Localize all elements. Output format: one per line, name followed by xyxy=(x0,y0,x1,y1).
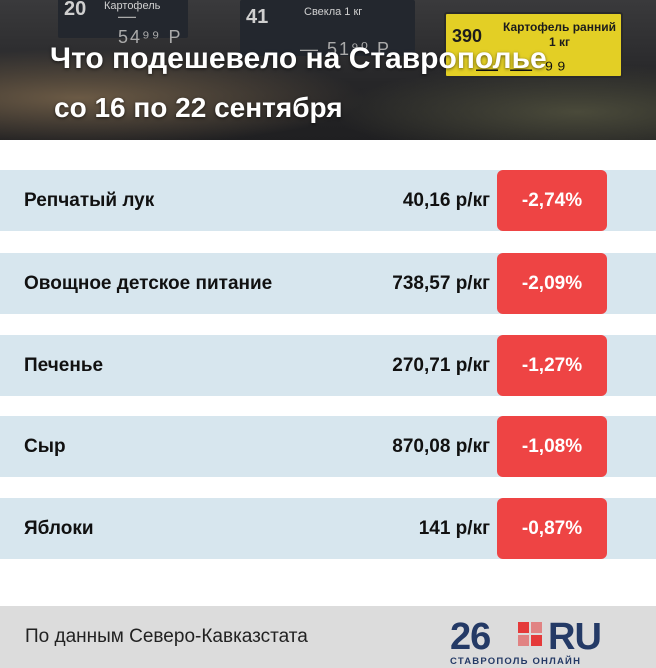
logo-tagline: СТАВРОПОЛЬ ОНЛАЙН xyxy=(450,656,582,667)
item-price: 141 р/кг xyxy=(418,518,490,539)
item-name: Печенье xyxy=(24,355,104,376)
price-tag-price: — 54⁹⁹ Р xyxy=(118,6,183,47)
change-badge: -1,08% xyxy=(497,416,607,477)
list-item: Репчатый лук 40,16 р/кг -2,74% xyxy=(0,170,656,231)
change-badge: -0,87% xyxy=(497,498,607,559)
item-name: Яблоки xyxy=(24,518,94,539)
list-item: Яблоки 141 р/кг -0,87% xyxy=(0,498,656,559)
item-price: 270,71 р/кг xyxy=(392,355,490,376)
change-badge: -2,74% xyxy=(497,170,607,231)
price-tag-number: 41 xyxy=(246,6,269,28)
price-tag-label: Картофель xyxy=(104,0,161,12)
list-item: Сыр 870,08 р/кг -1,08% xyxy=(0,416,656,477)
data-source-note: По данным Северо-Кавказстата xyxy=(25,626,308,647)
price-tag-label: Свекла 1 кг xyxy=(304,6,363,18)
site-logo[interactable]: 26 RU СТАВРОПОЛЬ ОНЛАЙН xyxy=(448,616,628,667)
item-price: 40,16 р/кг xyxy=(402,190,490,211)
list-item: Овощное детское питание 738,57 р/кг -2,0… xyxy=(0,253,656,314)
logo-number: 26 xyxy=(450,616,491,658)
item-name: Репчатый лук xyxy=(24,190,155,211)
price-tag-price: — — ⁹⁹ xyxy=(476,56,570,81)
item-name: Овощное детское питание xyxy=(24,273,273,294)
price-tag-early-potato: 390 Картофель ранний 1 кг — — ⁹⁹ xyxy=(444,12,623,81)
page-title: Что подешевело на Ставрополье xyxy=(50,42,547,75)
price-tag-price: — 51⁹⁰ Р xyxy=(300,39,391,59)
item-name: Сыр xyxy=(24,436,66,457)
price-tag-number: 20 xyxy=(64,0,87,20)
header-banner: 20 Картофель — 54⁹⁹ Р 41 Свекла 1 кг — 5… xyxy=(0,0,656,140)
price-tag-potato: 20 Картофель — 54⁹⁹ Р xyxy=(58,0,188,47)
list-item: Печенье 270,71 р/кг -1,27% xyxy=(0,335,656,396)
footer: По данным Северо-Кавказстата 26 RU СТАВР… xyxy=(0,606,656,668)
change-badge: -2,09% xyxy=(497,253,607,314)
page-subtitle: со 16 по 22 сентября xyxy=(54,92,343,123)
price-tag-beet: 41 Свекла 1 кг — 51⁹⁰ Р xyxy=(240,0,415,59)
price-tag-number: 390 xyxy=(452,26,483,46)
price-tag-label: Картофель ранний 1 кг xyxy=(503,20,616,49)
logo-cross-icon xyxy=(518,622,542,646)
item-price: 870,08 р/кг xyxy=(392,436,490,457)
change-badge: -1,27% xyxy=(497,335,607,396)
logo-domain: RU xyxy=(548,616,602,658)
item-price: 738,57 р/кг xyxy=(392,273,490,294)
